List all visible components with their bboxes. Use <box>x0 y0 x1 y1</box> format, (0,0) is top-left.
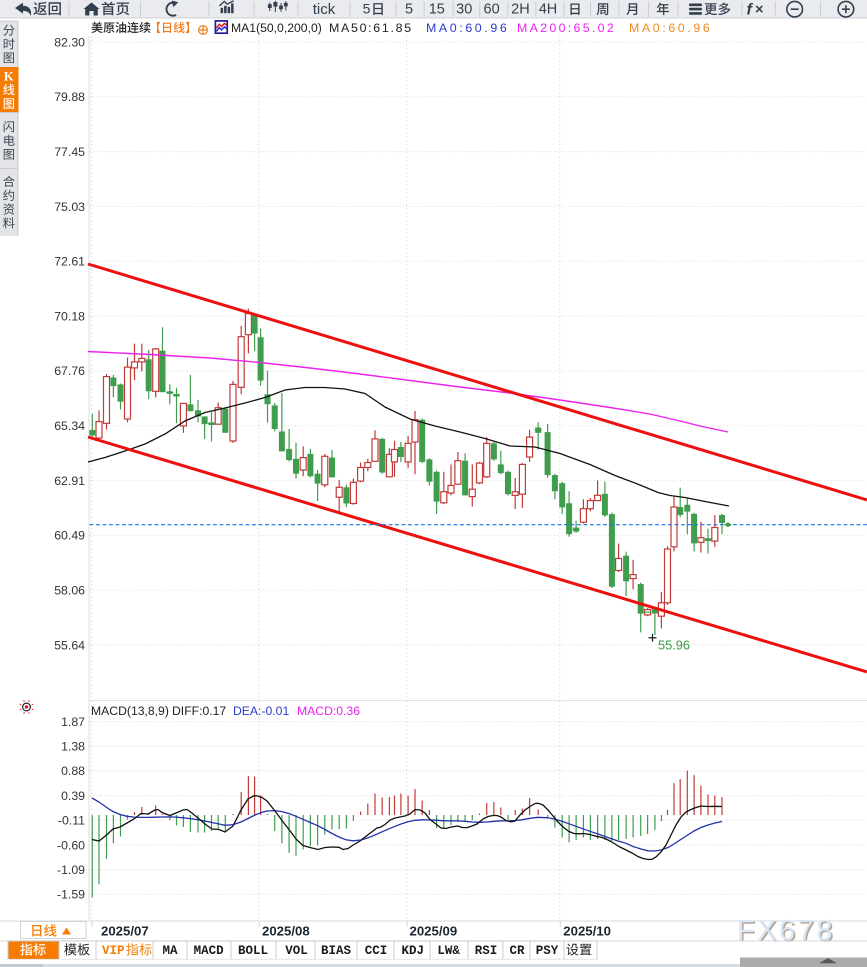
svg-text:75.03: 75.03 <box>54 200 85 214</box>
svg-text:×: × <box>755 2 763 18</box>
svg-text:-0.11: -0.11 <box>58 814 85 828</box>
svg-text:79.88: 79.88 <box>54 90 85 104</box>
svg-text:1.38: 1.38 <box>61 740 85 754</box>
svg-text:MA200:65.02: MA200:65.02 <box>517 21 616 35</box>
svg-text:MA: MA <box>162 944 178 958</box>
svg-text:MACD(13,8,9): MACD(13,8,9) <box>91 704 169 718</box>
svg-text:MACD: MACD <box>194 944 225 958</box>
svg-text:82.30: 82.30 <box>54 35 85 49</box>
svg-text:PSY: PSY <box>536 944 559 958</box>
svg-text:MA50:61.85: MA50:61.85 <box>329 21 413 35</box>
svg-text:0.88: 0.88 <box>61 764 85 778</box>
svg-text:62.91: 62.91 <box>54 474 85 488</box>
svg-text:KDJ: KDJ <box>402 944 425 958</box>
svg-text:K: K <box>4 69 14 83</box>
svg-text:FX678: FX678 <box>737 915 835 947</box>
svg-text:60: 60 <box>484 2 500 18</box>
svg-text:58.06: 58.06 <box>54 584 85 598</box>
svg-text:55.96: 55.96 <box>658 638 690 653</box>
svg-text:-1.59: -1.59 <box>57 888 85 902</box>
svg-text:67.76: 67.76 <box>54 364 85 378</box>
svg-text:55.64: 55.64 <box>54 638 85 652</box>
svg-text:15: 15 <box>429 2 445 18</box>
svg-text:DIFF:0.17: DIFF:0.17 <box>172 704 226 718</box>
svg-text:VIP: VIP <box>102 944 125 958</box>
svg-text:72.61: 72.61 <box>54 255 85 269</box>
svg-text:5: 5 <box>405 2 413 18</box>
svg-text:BIAS: BIAS <box>321 944 352 958</box>
svg-text:FX678: FX678 <box>739 917 837 949</box>
svg-text:2025/09: 2025/09 <box>410 923 458 938</box>
svg-text:RSI: RSI <box>475 944 498 958</box>
svg-text:LW&: LW& <box>437 944 460 958</box>
svg-text:2025/10: 2025/10 <box>563 923 611 938</box>
svg-text:30: 30 <box>456 2 472 18</box>
svg-text:-0.60: -0.60 <box>57 838 85 852</box>
svg-text:CR: CR <box>509 944 525 958</box>
svg-text:0.39: 0.39 <box>61 789 85 803</box>
svg-text:f: f <box>747 2 754 19</box>
svg-text:DEA:-0.01: DEA:-0.01 <box>233 704 289 718</box>
svg-text:1.87: 1.87 <box>61 715 85 729</box>
svg-text:CCI: CCI <box>365 944 388 958</box>
svg-text:2025/07: 2025/07 <box>101 923 149 938</box>
svg-text:2H: 2H <box>511 2 530 18</box>
svg-text:-1.09: -1.09 <box>57 863 85 877</box>
svg-text:VOL: VOL <box>285 944 308 958</box>
svg-text:65.34: 65.34 <box>54 419 85 433</box>
svg-text:MA0:60.96: MA0:60.96 <box>426 21 509 35</box>
svg-text:MA0:60.96: MA0:60.96 <box>629 21 712 35</box>
svg-text:5: 5 <box>363 1 371 17</box>
svg-text:4H: 4H <box>539 2 558 18</box>
svg-text:MA1(50,0,200,0): MA1(50,0,200,0) <box>231 21 322 35</box>
svg-text:2025/08: 2025/08 <box>262 923 310 938</box>
svg-text:60.49: 60.49 <box>54 529 85 543</box>
svg-text:BOLL: BOLL <box>238 944 268 958</box>
svg-text:70.18: 70.18 <box>54 309 85 323</box>
svg-text:77.45: 77.45 <box>54 145 85 159</box>
svg-text:tick: tick <box>313 1 336 18</box>
svg-text:MACD:0.36: MACD:0.36 <box>297 704 360 718</box>
